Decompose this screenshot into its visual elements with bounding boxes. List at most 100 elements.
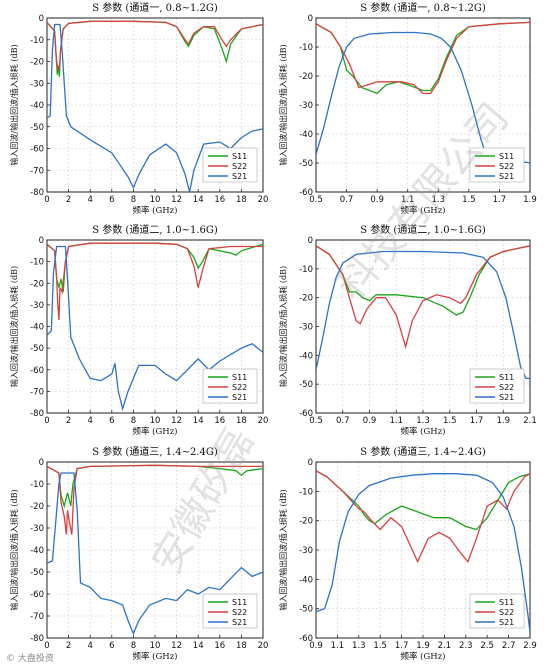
chart-3: S 参数 (通道二, 1.0~1.6G) 0 2 4 6 8 10 12 14 16 18 20 0 -1… <box>9 223 268 437</box>
series-line-s21 <box>316 473 530 633</box>
legend-label-s11: S11 <box>232 373 247 382</box>
image-credit: © 大盘投资 <box>6 654 54 664</box>
legend-box <box>469 147 525 183</box>
y-tick-label: -80 <box>30 634 44 644</box>
x-tick-label: 2.7 <box>502 641 516 651</box>
x-tick-label: 18 <box>236 195 247 205</box>
y-tick-label: -80 <box>30 409 44 419</box>
y-tick-label: -50 <box>30 344 44 354</box>
legend-label-s21: S21 <box>232 618 247 627</box>
legend-box <box>469 368 525 404</box>
x-tick-label: 6 <box>109 641 114 651</box>
y-tick-label: -20 <box>30 502 44 512</box>
x-tick-label: 18 <box>236 416 247 426</box>
legend-label-s21: S21 <box>232 172 247 181</box>
y-tick-label: -30 <box>30 79 44 89</box>
x-tick-label: 10 <box>150 195 161 205</box>
x-tick-label: 2.9 <box>523 641 537 651</box>
x-tick-label: 1.1 <box>401 195 415 205</box>
legend-label-s22: S22 <box>232 608 247 617</box>
x-tick-label: 1.9 <box>523 195 537 205</box>
legend-label-s22: S22 <box>499 608 514 617</box>
x-axis-label: 频率 (GHz) <box>132 426 177 437</box>
x-axis-label: 频率 (GHz) <box>400 651 445 662</box>
series-line-s22 <box>47 20 263 73</box>
legend-box <box>469 593 525 629</box>
y-tick-label: -50 <box>299 605 313 615</box>
legend-box <box>202 368 258 404</box>
x-tick-label: 1.3 <box>352 641 366 651</box>
legend-label-s11: S11 <box>499 152 514 161</box>
x-tick-label: 1.3 <box>432 195 446 205</box>
x-tick-label: 12 <box>171 416 182 426</box>
legend-label-s21: S21 <box>499 172 514 181</box>
y-tick-label: -10 <box>30 36 44 46</box>
y-tick-label: -50 <box>299 380 313 390</box>
x-tick-label: 1.1 <box>331 641 345 651</box>
y-tick-label: -30 <box>30 301 44 311</box>
legend-label-s11: S11 <box>499 373 514 382</box>
x-tick-label: 1.9 <box>416 641 430 651</box>
legend-label-s22: S22 <box>232 162 247 171</box>
y-tick-label: -60 <box>299 634 313 644</box>
x-tick-label: 6 <box>109 416 114 426</box>
y-tick-label: -70 <box>30 166 44 176</box>
y-axis-label: 输入回波/输出回波/插入损耗 (dB) <box>9 266 19 387</box>
series-line-s11 <box>316 21 530 95</box>
x-tick-label: 12 <box>171 641 182 651</box>
y-axis-label: 输入回波/输出回波/插入损耗 (dB) <box>278 44 288 165</box>
x-tick-label: 20 <box>258 416 269 426</box>
x-tick-label: 2.5 <box>480 641 494 651</box>
y-tick-label: -20 <box>30 58 44 68</box>
chart-4: S 参数 (通道二, 1.0~1.6G) 0.5 0.7 0.9 1.1 1.3 1.5 1.… <box>278 223 537 437</box>
x-tick-label: 0.9 <box>363 416 377 426</box>
x-tick-label: 10 <box>150 641 161 651</box>
x-tick-label: 0.9 <box>370 195 384 205</box>
y-tick-label: -20 <box>299 72 313 82</box>
x-tick-label: 0 <box>44 416 49 426</box>
x-tick-label: 2.1 <box>523 416 537 426</box>
series-line-s21 <box>47 472 263 636</box>
x-tick-label: 1.9 <box>496 416 510 426</box>
series-line-s22 <box>47 464 263 535</box>
y-tick-label: -30 <box>299 546 313 556</box>
series-line-s22 <box>316 470 530 564</box>
y-tick-label: -80 <box>30 188 44 198</box>
x-axis-label: 频率 (GHz) <box>132 651 177 662</box>
y-axis-label: 输入回波/输出回波/插入损耗 (dB) <box>9 44 19 165</box>
y-tick-label: -60 <box>299 409 313 419</box>
x-tick-label: 2 <box>66 416 71 426</box>
x-tick-label: 8 <box>131 416 136 426</box>
chart-title: S 参数 (通道一, 0.8~1.2G) <box>92 1 218 14</box>
x-tick-label: 0 <box>44 195 49 205</box>
legend-box <box>202 147 258 183</box>
x-tick-label: 0.5 <box>309 195 323 205</box>
y-tick-label: -10 <box>30 480 44 490</box>
x-tick-label: 20 <box>258 195 269 205</box>
y-tick-label: -30 <box>299 323 313 333</box>
legend-box <box>202 593 258 629</box>
x-tick-label: 0.9 <box>309 641 323 651</box>
x-tick-label: 18 <box>236 641 247 651</box>
x-axis-label: 频率 (GHz) <box>132 205 177 216</box>
legend-label-s11: S11 <box>499 598 514 607</box>
y-tick-label: -10 <box>299 43 313 53</box>
legend-label-s21: S21 <box>499 393 514 402</box>
y-tick-label: -20 <box>299 294 313 304</box>
chart-title: S 参数 (通道二, 1.0~1.6G) <box>360 223 486 236</box>
y-tick-label: 0 <box>39 236 44 246</box>
y-tick-label: -40 <box>30 101 44 111</box>
x-tick-label: 14 <box>193 641 204 651</box>
y-axis-label: 输入回波/输出回波/插入损耗 (dB) <box>278 489 288 610</box>
series-line-s22 <box>47 242 263 321</box>
y-tick-label: -40 <box>30 546 44 556</box>
y-tick-label: -40 <box>299 351 313 361</box>
legend-label-s11: S11 <box>232 598 247 607</box>
series-line-s21 <box>47 23 263 192</box>
y-tick-label: -40 <box>299 130 313 140</box>
chart-5: S 参数 (通道三, 1.4~2.4G) 0 2 4 6 8 10 12 14 16 18 20 0 -1… <box>9 445 268 662</box>
y-tick-label: -40 <box>30 323 44 333</box>
y-tick-label: 0 <box>39 458 44 468</box>
